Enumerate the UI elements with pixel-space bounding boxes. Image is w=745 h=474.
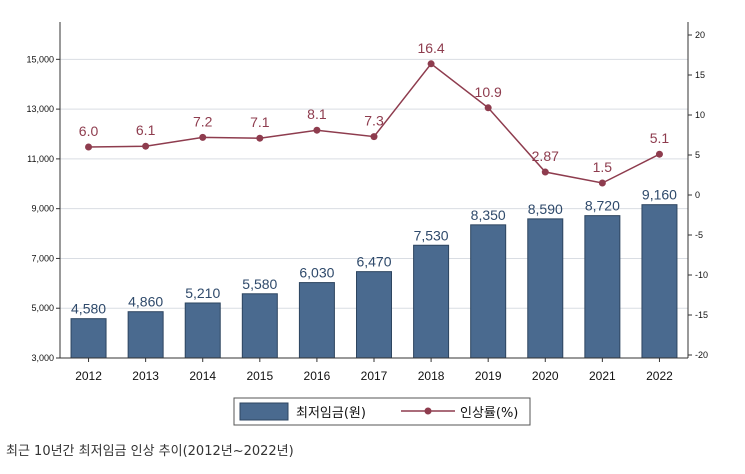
bar-label-2013: 4,860 bbox=[128, 294, 163, 310]
left-tick-label: 15,000 bbox=[26, 54, 54, 64]
rate-point-2018 bbox=[427, 60, 435, 68]
rate-point-2012 bbox=[85, 143, 93, 151]
rate-point-2020 bbox=[541, 168, 549, 176]
x-tick-label-2012: 2012 bbox=[75, 369, 102, 383]
x-tick-label-2018: 2018 bbox=[418, 369, 445, 383]
rate-label-2012: 6.0 bbox=[79, 123, 99, 139]
bar-label-2019: 8,350 bbox=[471, 207, 506, 223]
right-tick-label: 15 bbox=[695, 70, 705, 80]
rate-point-2021 bbox=[598, 179, 606, 187]
rate-label-2017: 7.3 bbox=[364, 113, 384, 129]
rate-point-2014 bbox=[199, 133, 207, 141]
line-data-labels: 6.0 6.1 7.2 7.1 8.1 7.3 16.4 10.9 2.87 1.5 5.1 bbox=[79, 40, 670, 175]
legend-bar-label: 최저임금(원) bbox=[296, 406, 366, 421]
left-tick-label: 13,000 bbox=[26, 104, 54, 114]
x-tick-label-2016: 2016 bbox=[304, 369, 331, 383]
bar-data-labels: 4,580 4,860 5,210 5,580 6,030 6,470 7,530 8,350… bbox=[71, 187, 677, 317]
left-tick-label: 9,000 bbox=[31, 204, 54, 214]
bar-label-2012: 4,580 bbox=[71, 301, 106, 317]
rate-label-2021: 1.5 bbox=[593, 159, 613, 175]
legend-line-label: 인상률(%) bbox=[460, 406, 518, 421]
right-tick-label: 20 bbox=[695, 30, 705, 40]
x-tick-label-2014: 2014 bbox=[189, 369, 216, 383]
bar-2012 bbox=[70, 318, 107, 359]
bar-label-2020: 8,590 bbox=[528, 201, 563, 217]
bar-label-2015: 5,580 bbox=[242, 276, 277, 292]
rate-label-2020: 2.87 bbox=[532, 148, 559, 164]
chart: 4,580 4,860 5,210 5,580 6,030 6,470 7,530 8,350… bbox=[0, 0, 745, 440]
x-tick-label-2015: 2015 bbox=[246, 369, 273, 383]
rate-point-2017 bbox=[370, 133, 378, 141]
axes: 3,000 5,000 7,000 9,000 11,000 13,000 15,000 -2… bbox=[26, 22, 708, 383]
bar-label-2014: 5,210 bbox=[185, 285, 220, 301]
bar-2017 bbox=[356, 271, 392, 359]
bar-2016 bbox=[298, 282, 335, 359]
bar-2022 bbox=[641, 204, 678, 359]
plot-background bbox=[0, 0, 745, 440]
chart-caption: 최근 10년간 최저임금 인상 추이(2012년~2022년) bbox=[6, 444, 294, 459]
right-tick-label: 10 bbox=[695, 110, 705, 120]
bar-2013 bbox=[127, 311, 164, 359]
left-tick-label: 5,000 bbox=[31, 303, 54, 313]
bar-label-2022: 9,160 bbox=[642, 187, 677, 203]
left-tick-label: 3,000 bbox=[31, 353, 54, 363]
rate-label-2014: 7.2 bbox=[193, 113, 213, 129]
x-tick-label-2013: 2013 bbox=[132, 369, 159, 383]
rate-point-2013 bbox=[142, 142, 150, 150]
bar-2015 bbox=[241, 293, 278, 359]
rate-label-2022: 5.1 bbox=[650, 130, 670, 146]
right-tick-label: -5 bbox=[695, 230, 703, 240]
rate-point-2019 bbox=[484, 104, 492, 112]
rate-label-2016: 8.1 bbox=[307, 106, 327, 122]
rate-point-2015 bbox=[256, 134, 264, 142]
bar-2020 bbox=[527, 218, 564, 359]
bar-label-2018: 7,530 bbox=[414, 227, 449, 243]
bar-2018 bbox=[413, 244, 450, 359]
bar-2019 bbox=[470, 224, 507, 359]
x-tick-label-2021: 2021 bbox=[589, 369, 616, 383]
right-tick-label: -10 bbox=[695, 270, 708, 280]
right-tick-label: -15 bbox=[695, 310, 708, 320]
legend-bar-swatch bbox=[239, 402, 289, 421]
bar-2014 bbox=[184, 302, 221, 359]
legend: 최저임금(원) 인상률(%) bbox=[233, 397, 531, 426]
rate-label-2013: 6.1 bbox=[136, 122, 156, 138]
rate-label-2015: 7.1 bbox=[250, 114, 270, 130]
line-series bbox=[85, 60, 663, 187]
rate-label-2019: 10.9 bbox=[475, 84, 502, 100]
right-tick-label: 5 bbox=[695, 150, 700, 160]
bar-2021 bbox=[584, 215, 621, 359]
left-tick-label: 7,000 bbox=[31, 253, 54, 263]
x-tick-label-2017: 2017 bbox=[361, 369, 388, 383]
left-tick-label: 11,000 bbox=[27, 154, 54, 164]
bar-label-2017: 6,470 bbox=[356, 254, 391, 270]
bar-label-2021: 8,720 bbox=[585, 198, 620, 214]
right-tick-label: -20 bbox=[695, 350, 708, 360]
rate-label-2018: 16.4 bbox=[417, 40, 444, 56]
x-tick-label-2022: 2022 bbox=[646, 369, 673, 383]
bar-label-2016: 6,030 bbox=[299, 265, 334, 281]
rate-point-2022 bbox=[655, 150, 663, 158]
legend-line-marker bbox=[424, 407, 432, 415]
x-tick-label-2019: 2019 bbox=[475, 369, 502, 383]
right-tick-label: 0 bbox=[695, 190, 700, 200]
x-tick-label-2020: 2020 bbox=[532, 369, 559, 383]
rate-point-2016 bbox=[313, 126, 321, 134]
